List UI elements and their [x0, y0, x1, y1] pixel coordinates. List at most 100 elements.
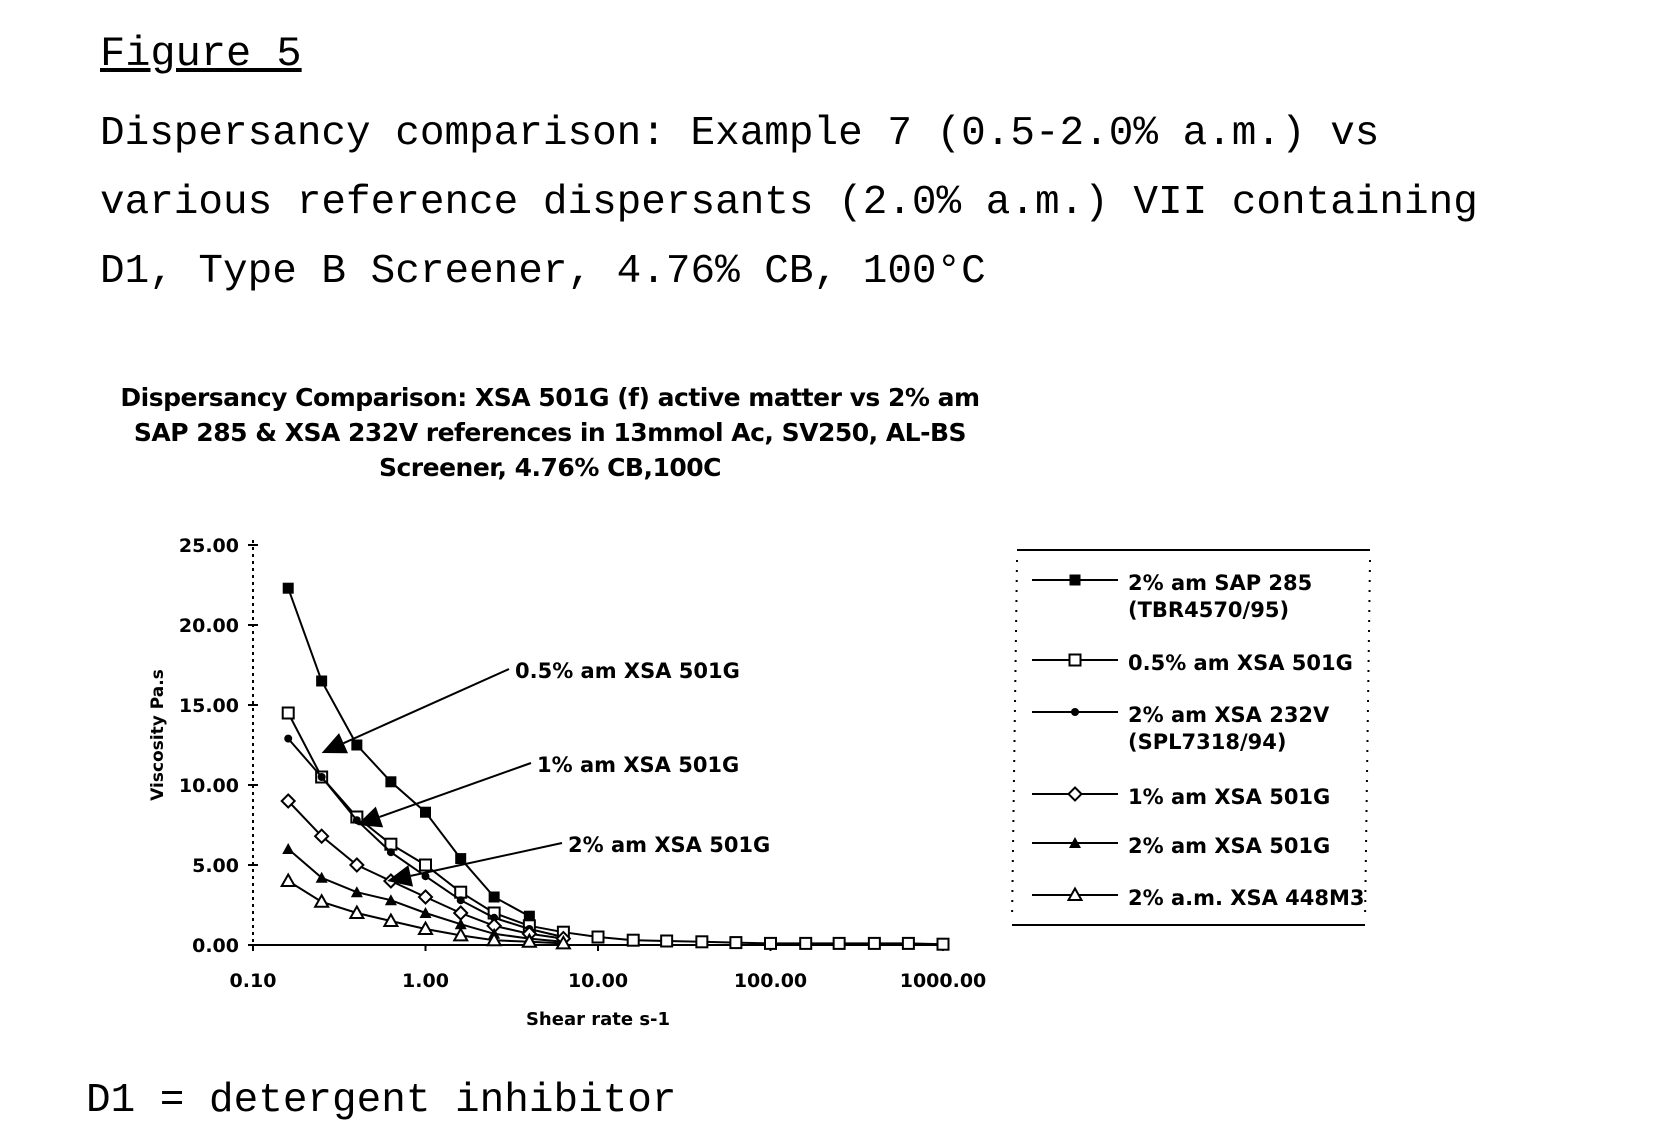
data-point [454, 918, 467, 930]
data-point [315, 871, 328, 883]
data-point [1071, 708, 1079, 716]
legend-label: 1% am XSA 501G [1128, 785, 1330, 809]
data-point [313, 893, 330, 908]
data-point [832, 936, 846, 950]
legend-entry-1: 2% am SAP 285 (TBR4570/95) [1032, 571, 1312, 622]
legend-right-border [1364, 559, 1371, 921]
data-point [348, 904, 366, 919]
x-tick-label: 10.00 [568, 970, 628, 992]
legend-entry-2: 0.5% am XSA 501G [1032, 651, 1353, 675]
data-point [279, 872, 297, 887]
chart-title-line-3: Screener, 4.76% CB,100C [378, 453, 722, 482]
chart-annotations: 0.5% am XSA 501G 1% am XSA 501G 2% am XSA … [321, 659, 770, 887]
data-point [417, 920, 434, 935]
chart-axes: 0.00 5.00 10.00 15.00 20.00 25.00 0.10 1.00 10.0… [148, 535, 986, 1030]
legend-label: 0.5% am XSA 501G [1128, 651, 1353, 675]
data-point [419, 907, 432, 918]
data-point [523, 910, 535, 922]
data-point [282, 843, 295, 854]
data-point [591, 930, 605, 944]
annotation-label: 1% am XSA 501G [537, 753, 739, 777]
chart-legend: 2% am SAP 285 (TBR4570/95) 0.5% am XSA 501… [1011, 549, 1371, 926]
data-point [521, 933, 538, 948]
data-point [729, 936, 743, 950]
data-point [764, 936, 777, 950]
series-line [287, 712, 944, 946]
data-point [452, 926, 469, 942]
data-point [1066, 886, 1084, 901]
series-1 [282, 582, 535, 922]
annotation-label: 0.5% am XSA 501G [515, 659, 740, 683]
series-2 [281, 706, 950, 951]
data-point [936, 937, 950, 951]
data-point [351, 739, 363, 751]
annotation-arrow-head [321, 733, 349, 754]
data-point [695, 935, 709, 949]
data-point [799, 936, 813, 950]
y-axis-label: Viscosity Pa.s [148, 669, 168, 801]
data-point [317, 773, 326, 781]
x-tick-label: 100.00 [734, 970, 807, 992]
data-point [452, 905, 469, 921]
x-tick-label: 0.10 [230, 970, 277, 992]
data-point [419, 858, 432, 872]
y-tick-label: 25.00 [179, 535, 239, 557]
data-point [284, 734, 293, 743]
legend-entry-4: 1% am XSA 501G [1032, 785, 1330, 809]
data-point [488, 891, 500, 903]
legend-label: (TBR4570/95) [1128, 598, 1289, 622]
legend-label: 2% am XSA 232V [1128, 703, 1330, 727]
data-point [420, 806, 431, 818]
legend-label: 2% a.m. XSA 448M3 [1128, 886, 1365, 910]
data-point [901, 936, 915, 950]
annotation-arrow-shaft [379, 762, 532, 818]
y-tick-label: 0.00 [192, 935, 239, 957]
data-point [350, 886, 363, 898]
data-point [490, 913, 499, 922]
legend-entry-5: 2% am XSA 501G [1032, 834, 1330, 858]
data-point [384, 894, 397, 906]
data-point [352, 816, 361, 825]
data-point [456, 896, 465, 905]
legend-label: 2% am XSA 501G [1128, 834, 1330, 858]
legend-left-border [1011, 559, 1018, 921]
chart-title-line-2: SAP 285 & XSA 232V references in 13mmol … [133, 418, 967, 447]
data-point [1068, 653, 1082, 667]
annotation-2: 1% am XSA 501G [356, 753, 739, 828]
y-tick-label: 15.00 [179, 695, 239, 717]
data-point [316, 675, 328, 687]
footnote: D1 = detergent inhibitor [86, 1078, 677, 1124]
data-point [1069, 574, 1081, 586]
data-point [421, 872, 430, 881]
x-axis-label: Shear rate s-1 [526, 1009, 670, 1030]
series-6 [279, 872, 572, 950]
annotation-arrow-head [356, 806, 384, 828]
data-point [1069, 837, 1081, 848]
data-point [348, 857, 365, 873]
data-point [455, 853, 467, 865]
data-point [454, 885, 468, 899]
caption-line-1: Dispersancy comparison: Example 7 (0.5-2… [100, 111, 1380, 157]
data-point [382, 912, 400, 927]
x-tick-label: 1.00 [402, 970, 449, 992]
y-tick-label: 5.00 [192, 855, 239, 877]
x-tick-label: 1000.00 [900, 970, 987, 992]
annotation-label: 2% am XSA 501G [568, 833, 770, 857]
data-point [313, 828, 330, 845]
data-point [485, 931, 503, 947]
figure-label: Figure 5 [100, 30, 302, 78]
data-point [867, 936, 881, 950]
data-point [282, 582, 294, 594]
chart-title: Dispersancy Comparison: XSA 501G (f) act… [120, 380, 980, 485]
data-point [281, 706, 295, 720]
annotation-arrow-head [387, 865, 414, 887]
data-point [1067, 786, 1083, 802]
data-point [386, 848, 395, 857]
annotation-1: 0.5% am XSA 501G [321, 659, 740, 754]
data-point [417, 889, 434, 905]
annotation-arrow-shaft [343, 668, 510, 745]
legend-entry-6: 2% a.m. XSA 448M3 [1032, 886, 1365, 910]
caption-line-3: D1, Type B Screener, 4.76% CB, 100°C [100, 249, 986, 295]
data-point [626, 933, 640, 947]
